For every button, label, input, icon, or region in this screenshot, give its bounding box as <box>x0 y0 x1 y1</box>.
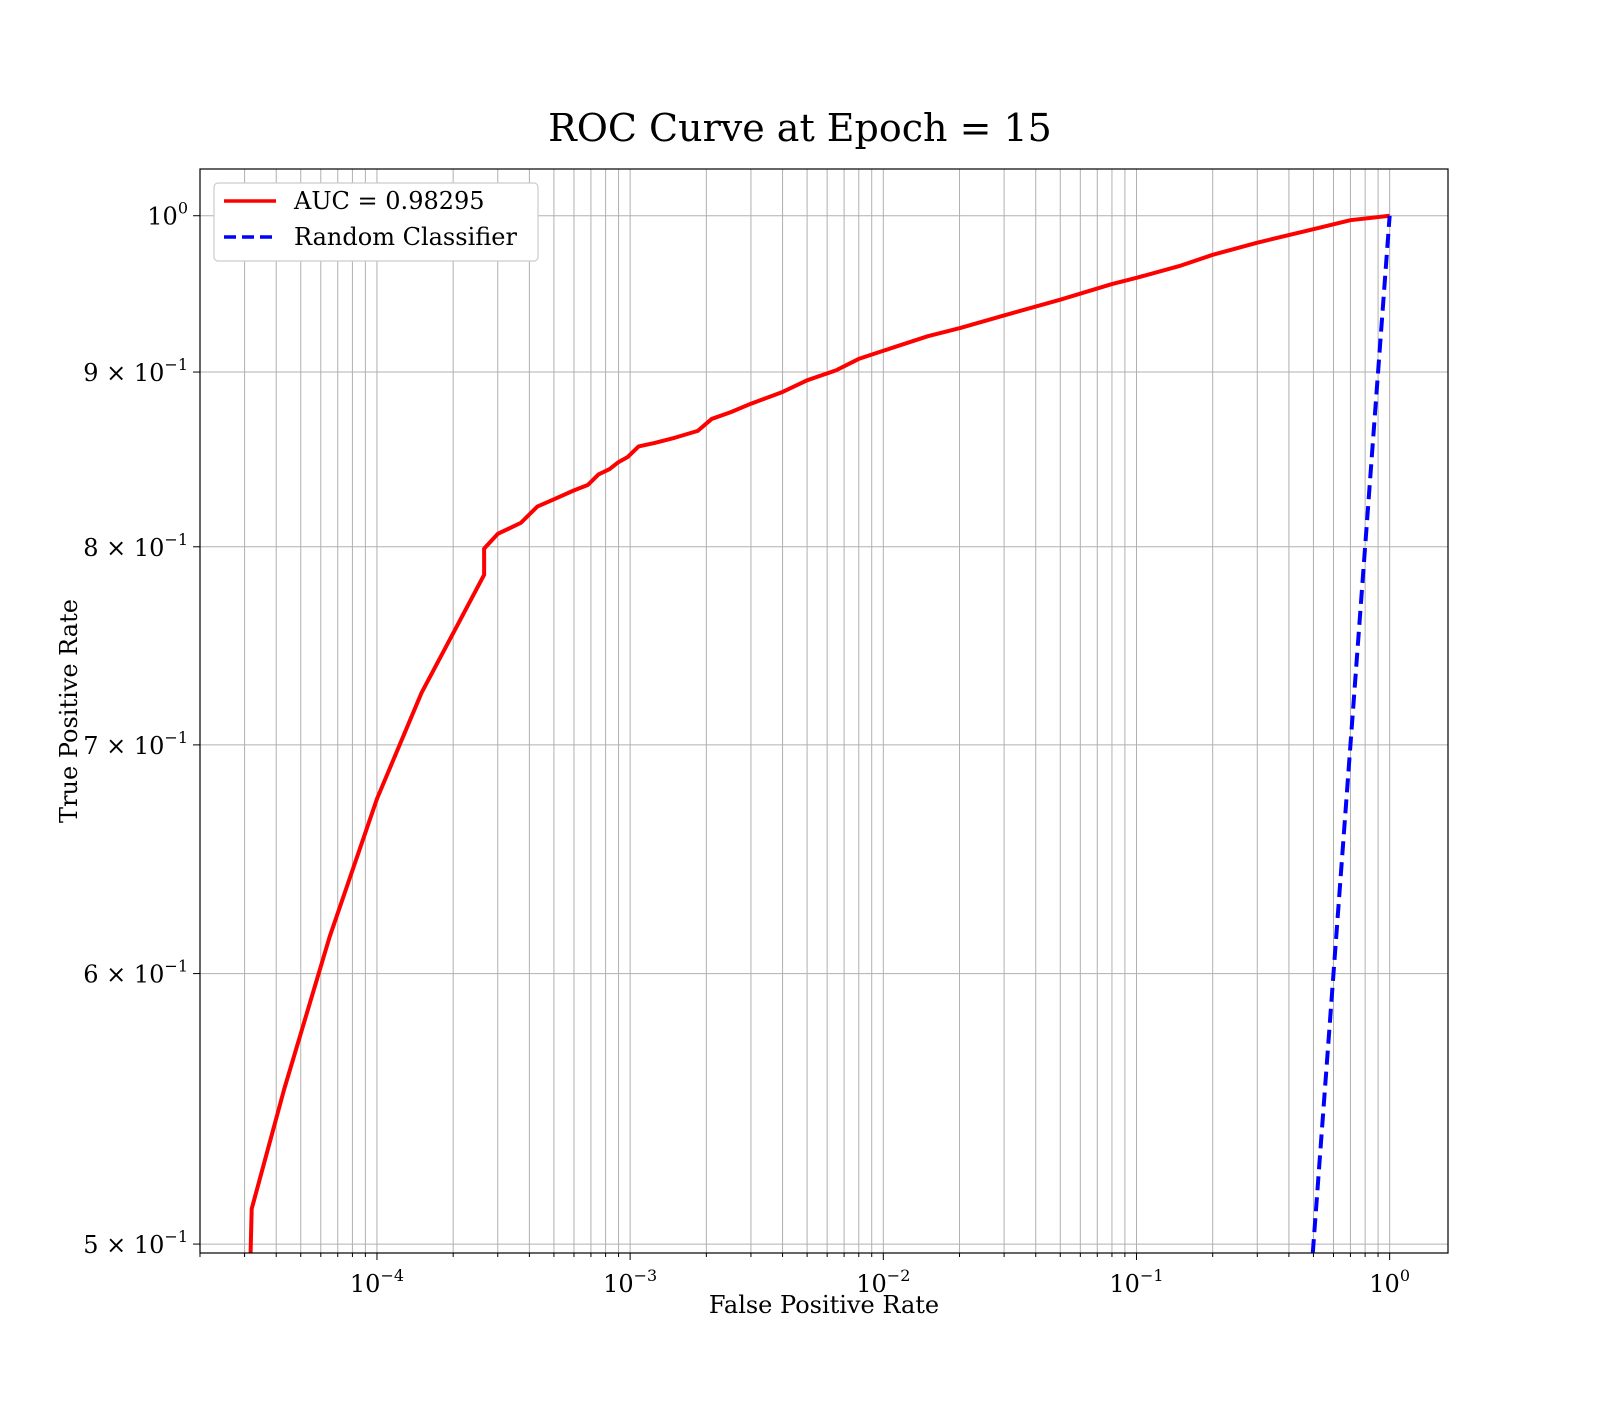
y-axis-label: True Positive Rate <box>55 599 83 823</box>
x-tick-label-base: 10 <box>1109 1270 1140 1298</box>
y-tick-label-exponent: −1 <box>164 957 188 976</box>
y-tick-label-base: 10 <box>147 203 178 231</box>
y-tick-label: 6 × 10−1 <box>83 957 188 989</box>
x-tick-label-base: 10 <box>856 1270 887 1298</box>
x-tick-label-exponent: −3 <box>634 1266 658 1285</box>
legend-label-auc: AUC = 0.98295 <box>293 187 485 215</box>
x-tick-label-base: 10 <box>350 1270 381 1298</box>
y-tick-label-exponent: 0 <box>178 199 188 218</box>
y-tick-label: 7 × 10−1 <box>83 728 188 760</box>
x-tick-label: 10−1 <box>1109 1266 1163 1298</box>
y-tick-label: 9 × 10−1 <box>83 355 188 387</box>
x-tick-label: 10−4 <box>350 1266 404 1298</box>
x-axis-label: False Positive Rate <box>709 1291 939 1319</box>
plot-area <box>248 213 1392 1253</box>
y-tick-label: 100 <box>147 199 188 231</box>
x-tick-label-exponent: −1 <box>1140 1266 1164 1285</box>
plot-frame <box>199 168 1449 1254</box>
x-tick-label-exponent: −4 <box>380 1266 404 1285</box>
x-tick-label-base: 10 <box>603 1270 634 1298</box>
roc-curve-line <box>248 213 1390 1253</box>
legend: AUC = 0.98295 Random Classifier <box>213 182 539 262</box>
x-tick-label: 10−2 <box>856 1266 910 1298</box>
y-tick-label-base: 7 × 10 <box>83 732 164 760</box>
y-tick-label-exponent: −1 <box>164 728 188 747</box>
x-tick-label-base: 10 <box>1369 1270 1400 1298</box>
y-tick-label: 8 × 10−1 <box>83 530 188 562</box>
x-tick-label: 100 <box>1369 1266 1410 1298</box>
x-tick-label: 10−3 <box>603 1266 657 1298</box>
y-tick-label-base: 6 × 10 <box>83 961 164 989</box>
grid <box>199 169 1448 1253</box>
y-tick-label-exponent: −1 <box>164 530 188 549</box>
y-tick-label-base: 9 × 10 <box>83 359 164 387</box>
y-tick-label-base: 8 × 10 <box>83 534 164 562</box>
x-tick-label-exponent: −2 <box>887 1266 911 1285</box>
x-tick-label-exponent: 0 <box>1400 1266 1410 1285</box>
y-tick-label-base: 5 × 10 <box>83 1231 164 1259</box>
y-tick-label-exponent: −1 <box>164 355 188 374</box>
random-classifier-line <box>1310 215 1392 1253</box>
chart-title: ROC Curve at Epoch = 15 <box>548 106 1052 150</box>
y-tick-label-exponent: −1 <box>164 1227 188 1246</box>
legend-box <box>213 182 539 262</box>
y-tick-label: 5 × 10−1 <box>83 1227 188 1259</box>
legend-label-random: Random Classifier <box>294 223 517 251</box>
